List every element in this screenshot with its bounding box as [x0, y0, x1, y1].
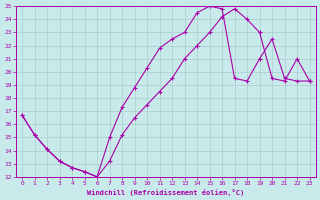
X-axis label: Windchill (Refroidissement éolien,°C): Windchill (Refroidissement éolien,°C)	[87, 189, 244, 196]
